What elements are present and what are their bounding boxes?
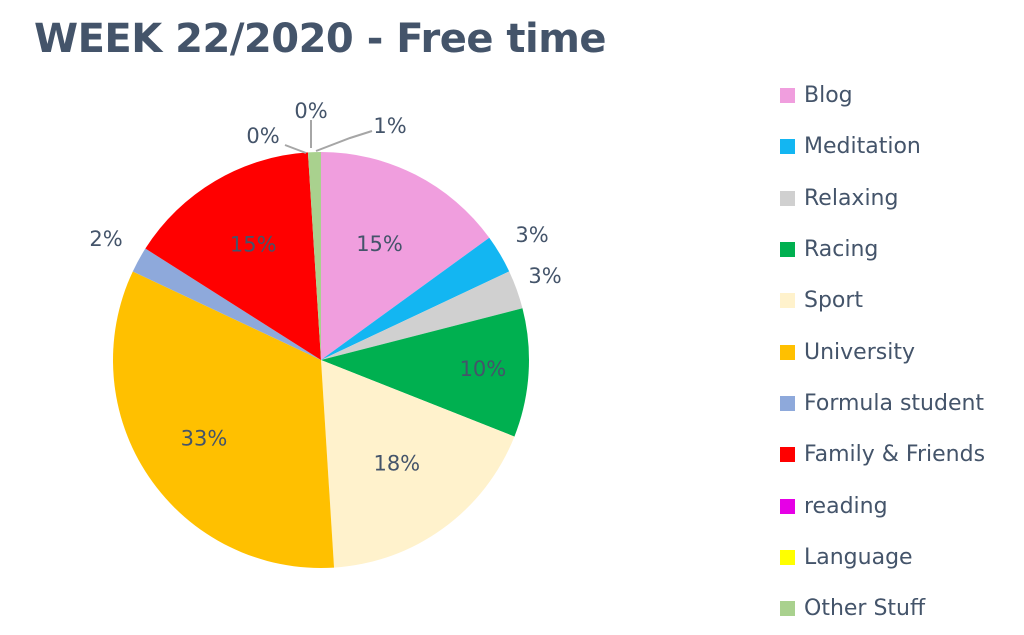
legend-swatch [780,549,795,565]
legend-item-meditation: Meditation [780,121,1020,172]
legend-label: Sport [804,288,864,314]
legend-item-relaxing: Relaxing [780,173,1020,224]
legend-label: Other Stuff [804,596,926,622]
pie-slice-university [112,271,335,568]
legend-swatch [780,242,795,258]
legend-label: Language [804,544,913,570]
legend-swatch [780,139,795,155]
legend-label: reading [804,493,888,519]
leader-line-reading [284,144,307,154]
legend-swatch [780,88,795,104]
legend-label: University [804,339,915,365]
data-label-racing: 10% [460,357,507,381]
legend-label: Blog [804,83,853,109]
legend-item-formula-student: Formula student [780,378,1020,429]
leader-line-other-stuff [315,130,373,152]
pie-slice-meditation [321,237,510,360]
legend-item-other-stuff: Other Stuff [780,583,1020,634]
legend-label: Racing [804,237,879,263]
legend-item-family-friends: Family & Friends [780,429,1020,480]
pie-slice-racing [321,308,529,437]
pie-slice-family-friends [145,152,321,360]
pie-slice-sport [321,360,515,568]
data-label-language: 0% [294,99,327,123]
data-label-formula-student: 2% [89,227,122,251]
legend-label: Meditation [804,134,921,160]
legend-swatch [780,395,795,411]
pie-slice-other-stuff [307,152,321,360]
pie-slice-blog [321,152,490,360]
legend-item-language: Language [780,532,1020,583]
data-label-blog: 15% [356,232,403,256]
pie-slice-formula-student [132,248,321,360]
legend-label: Family & Friends [804,442,986,468]
chart-legend: Blog Meditation Relaxing Racing Sport Univers… [780,70,1020,634]
data-label-family-friends: 15% [230,232,277,256]
legend-item-university: University [780,326,1020,377]
chart-title: WEEK 22/2020 - Free time [33,16,607,62]
legend-swatch [780,601,795,617]
legend-item-sport: Sport [780,275,1020,326]
legend-swatch [780,190,795,206]
data-label-other-stuff: 1% [373,114,406,138]
legend-item-reading: reading [780,480,1020,531]
legend-item-blog: Blog [780,70,1020,121]
data-label-meditation: 3% [515,223,548,247]
pie-slice-relaxing [321,271,523,360]
legend-item-racing: Racing [780,224,1020,275]
data-label-university: 33% [181,427,228,451]
data-label-sport: 18% [373,451,420,475]
legend-label: Formula student [804,390,985,416]
legend-swatch [780,293,795,309]
legend-label: Relaxing [804,185,899,211]
legend-swatch [780,498,795,514]
legend-swatch [780,344,795,360]
legend-swatch [780,447,795,463]
data-label-reading: 0% [246,124,279,148]
data-label-relaxing: 3% [528,264,561,288]
